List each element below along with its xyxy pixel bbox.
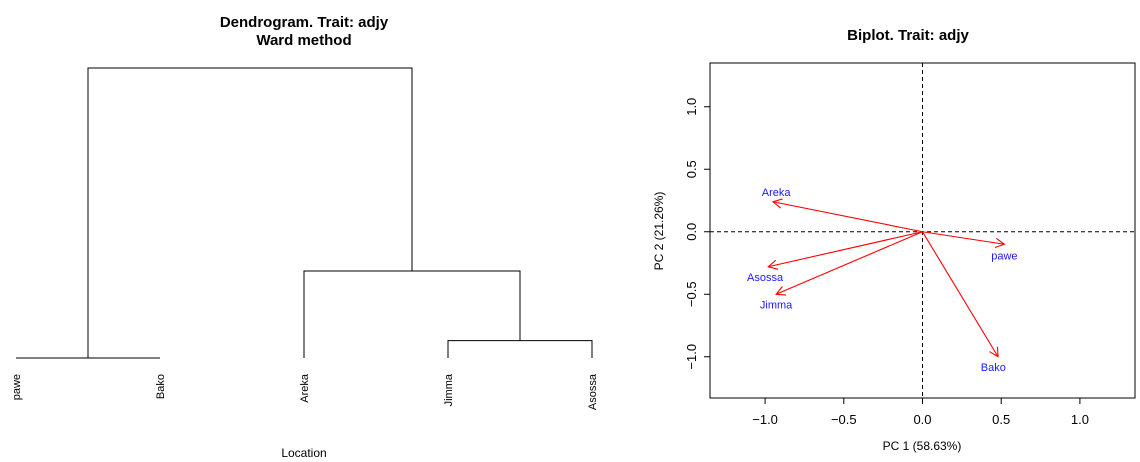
x-tick-label: −0.5 — [831, 412, 857, 427]
biplot-labels: Areka Asossa Jimma pawe Bako — [747, 187, 1017, 374]
biplot-xlabel: PC 1 (58.63%) — [883, 439, 962, 453]
biplot-y-ticks: −1.0 −0.5 0.0 0.5 1.0 — [684, 98, 710, 370]
x-tick-label: −1.0 — [752, 412, 778, 427]
biplot-arrows — [767, 198, 1006, 358]
x-tick-label: 0.5 — [992, 412, 1010, 427]
biplot-reference-lines — [710, 63, 1135, 398]
biplot-point-label: Jimma — [760, 299, 793, 311]
leaf-label: Bako — [155, 374, 167, 399]
biplot-point-label: Bako — [981, 362, 1006, 374]
biplot-point-label: pawe — [991, 251, 1017, 263]
biplot-ylabel: PC 2 (21.26%) — [652, 192, 666, 271]
y-tick-label: −1.0 — [684, 344, 699, 370]
leaf-label: Jimma — [443, 373, 455, 406]
biplot-title: Biplot. Trait: adjy — [847, 27, 969, 44]
leaf-label: Asossa — [587, 373, 599, 410]
y-tick-label: 0.5 — [684, 160, 699, 178]
dendrogram-title: Dendrogram. Trait: adjy — [220, 14, 389, 31]
dendrogram-subtitle: Ward method — [256, 32, 351, 49]
biplot-arrow-head — [771, 198, 783, 209]
biplot-arrow-head — [994, 237, 1006, 249]
dendrogram-branches — [16, 67, 593, 359]
biplot-arrow-shaft — [922, 231, 999, 358]
leaf-label: Areka — [299, 373, 311, 403]
dendrogram-xlabel: Location — [281, 446, 326, 460]
biplot-arrow-head — [775, 286, 787, 296]
y-tick-label: 1.0 — [684, 98, 699, 116]
biplot-point-label: Asossa — [747, 272, 784, 284]
dendrogram-branch — [87, 67, 413, 358]
y-tick-label: 0.0 — [684, 223, 699, 241]
leaf-label: pawe — [11, 374, 23, 400]
biplot-point-label: Areka — [762, 187, 792, 199]
biplot-arrow-shaft — [768, 231, 923, 268]
biplot-arrow-head — [989, 346, 999, 358]
y-tick-label: −0.5 — [684, 281, 699, 307]
dendrogram-panel: Dendrogram. Trait: adjy Ward method pawe… — [11, 14, 599, 460]
dendrogram-leaf-labels: pawe Bako Areka Jimma Asossa — [11, 373, 599, 410]
biplot-x-ticks: −1.0 −0.5 0.0 0.5 1.0 — [752, 398, 1089, 427]
biplot-panel: Biplot. Trait: adjy −1.0 −0.5 0.0 0.5 1.0 −1… — [652, 27, 1136, 453]
x-tick-label: 1.0 — [1071, 412, 1089, 427]
biplot-arrow-shaft — [772, 201, 923, 233]
biplot-arrow-shaft — [922, 231, 1005, 245]
biplot-arrow-shaft — [775, 231, 923, 295]
dendrogram-branch — [447, 340, 593, 358]
biplot-arrow-head — [767, 259, 779, 270]
dendrogram-branch — [303, 270, 521, 358]
x-tick-label: 0.0 — [913, 412, 931, 427]
